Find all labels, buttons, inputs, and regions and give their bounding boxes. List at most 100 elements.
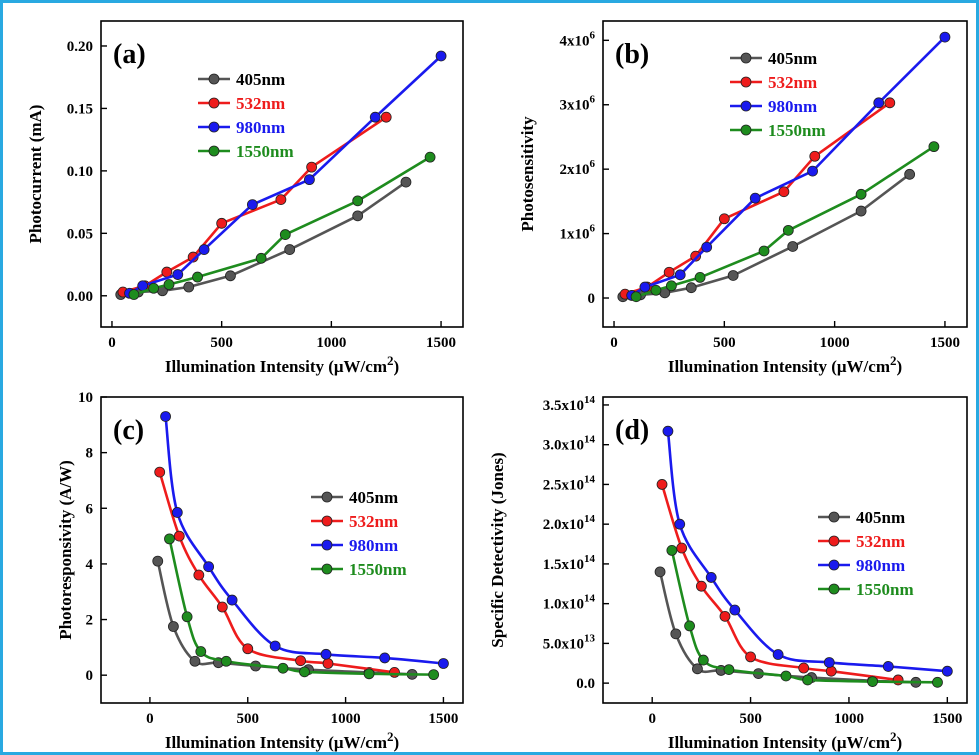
chart-panel-c: 0 500 1000 15000246810Illumination Intensit… <box>56 390 463 752</box>
y-tick-label: 3x106 <box>560 94 596 114</box>
y-tick-label: 3.5x1014 <box>543 394 596 414</box>
data-point-1550nm <box>164 280 174 290</box>
x-axis-label: Illumination Intensity (μW/cm2) <box>668 729 902 752</box>
legend-marker-1550nm <box>829 584 839 594</box>
y-axis-label: Photosensitivity <box>518 116 537 232</box>
data-point-532nm <box>719 214 729 224</box>
data-point-1550nm <box>278 663 288 673</box>
data-point-980nm <box>438 658 448 668</box>
data-point-1550nm <box>164 534 174 544</box>
data-point-1550nm <box>280 230 290 240</box>
x-tick-label: 1500 <box>428 711 458 727</box>
data-point-532nm <box>664 267 674 277</box>
y-tick-label: 1.0x1014 <box>543 593 596 613</box>
data-point-532nm <box>826 666 836 676</box>
data-point-1550nm <box>182 612 192 622</box>
data-point-1550nm <box>932 677 942 687</box>
data-point-405nm <box>728 270 738 280</box>
data-point-532nm <box>174 531 184 541</box>
data-point-980nm <box>173 270 183 280</box>
legend-label-1550nm: 1550nm <box>236 142 294 161</box>
data-point-532nm <box>696 581 706 591</box>
data-point-532nm <box>720 611 730 621</box>
legend-label-980nm: 980nm <box>768 97 817 116</box>
data-point-1550nm <box>221 656 231 666</box>
data-point-980nm <box>702 242 712 252</box>
data-point-1550nm <box>724 665 734 675</box>
x-axis-label: Illumination Intensity (μW/cm2) <box>165 353 399 376</box>
x-tick-label: 0 <box>610 335 618 351</box>
data-point-1550nm <box>698 655 708 665</box>
figure-canvas: 0 500 1000 15000.000.050.100.150.20Illumina… <box>3 3 976 752</box>
data-point-1550nm <box>868 677 878 687</box>
x-tick-label: 500 <box>713 335 736 351</box>
x-tick-label: 0 <box>648 711 656 727</box>
x-tick-label: 500 <box>210 335 233 351</box>
data-point-405nm <box>401 177 411 187</box>
data-point-405nm <box>353 211 363 221</box>
data-point-1550nm <box>929 142 939 152</box>
data-point-405nm <box>686 283 696 293</box>
data-point-980nm <box>883 661 893 671</box>
data-point-980nm <box>321 649 331 659</box>
data-point-980nm <box>675 519 685 529</box>
panel-label: (c) <box>113 415 144 446</box>
data-point-1550nm <box>149 283 159 293</box>
data-point-1550nm <box>685 621 695 631</box>
y-axis-label: Photocurrent (mA) <box>26 105 45 244</box>
x-tick-label: 500 <box>237 711 260 727</box>
chart-panel-a: 0 500 1000 1500 0.00 0.05 0.10 0.15 0.20 Illumina… <box>26 21 463 376</box>
data-point-980nm <box>730 605 740 615</box>
panel-label: (d) <box>615 415 649 446</box>
data-point-980nm <box>942 666 952 676</box>
data-point-532nm <box>746 652 756 662</box>
data-point-405nm <box>788 241 798 251</box>
data-point-532nm <box>381 112 391 122</box>
y-tick-label: 1x106 <box>560 223 596 243</box>
legend-marker-980nm <box>209 122 219 132</box>
legend-marker-405nm <box>829 512 839 522</box>
data-point-405nm <box>671 629 681 639</box>
y-tick-label: 0 <box>588 291 596 307</box>
data-point-532nm <box>296 656 306 666</box>
data-point-1550nm <box>631 292 641 302</box>
data-point-980nm <box>161 411 171 421</box>
data-point-1550nm <box>429 670 439 680</box>
data-point-405nm <box>905 169 915 179</box>
data-point-980nm <box>808 166 818 176</box>
data-point-980nm <box>204 562 214 572</box>
y-axis-label: Photoresponsivity (A/W) <box>56 460 75 640</box>
y-tick-label: 0.05 <box>67 226 93 242</box>
data-point-980nm <box>706 572 716 582</box>
y-tick-label: 8 <box>86 446 94 462</box>
y-tick-label: 0.00 <box>67 289 93 305</box>
data-point-532nm <box>677 543 687 553</box>
data-point-1550nm <box>695 272 705 282</box>
data-point-980nm <box>750 193 760 203</box>
data-point-405nm <box>225 271 235 281</box>
data-point-1550nm <box>667 545 677 555</box>
legend-marker-1550nm <box>741 125 751 135</box>
data-point-405nm <box>856 206 866 216</box>
data-point-405nm <box>285 245 295 255</box>
y-tick-label: 2 <box>86 613 94 629</box>
y-axis-label: Specific Detectivity (Jones) <box>488 452 507 647</box>
data-point-980nm <box>663 426 673 436</box>
data-point-405nm <box>190 656 200 666</box>
x-axis-label: Illumination Intensity (μW/cm2) <box>165 729 399 752</box>
legend-marker-532nm <box>741 77 751 87</box>
y-tick-label: 4 <box>86 557 94 573</box>
legend-label-532nm: 532nm <box>856 532 905 551</box>
data-point-980nm <box>640 282 650 292</box>
data-point-1550nm <box>364 669 374 679</box>
x-axis-label: Illumination Intensity (μW/cm2) <box>668 353 902 376</box>
data-point-405nm <box>655 567 665 577</box>
legend-label-980nm: 980nm <box>856 556 905 575</box>
data-point-1550nm <box>759 246 769 256</box>
legend-label-405nm: 405nm <box>236 70 285 89</box>
data-point-980nm <box>824 657 834 667</box>
legend-marker-405nm <box>322 492 332 502</box>
y-tick-label: 5.0x1013 <box>543 632 596 652</box>
series-line-980nm <box>668 431 947 671</box>
series-line-980nm <box>166 416 444 663</box>
